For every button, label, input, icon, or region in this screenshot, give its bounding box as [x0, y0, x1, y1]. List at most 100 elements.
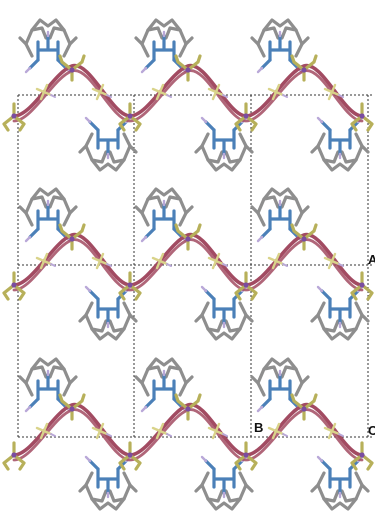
axis-label-a: A: [368, 252, 375, 267]
bridge-link: [207, 252, 225, 270]
ligand-molecule: [134, 357, 194, 413]
chain-strand: [12, 233, 364, 287]
carbon-arm: [134, 36, 194, 46]
hydrogen-atom: [50, 94, 56, 98]
metal-atom: [127, 452, 133, 458]
metal-atom: [69, 67, 75, 73]
polymer-chain: [2, 223, 374, 301]
hydrogen-atom: [338, 433, 344, 437]
polymer-chain: [2, 393, 374, 471]
metal-atom: [185, 236, 191, 242]
carbon-arm: [310, 313, 370, 323]
nitrogen-core: [328, 467, 352, 495]
bridge-link: [91, 422, 109, 440]
nitrogen-core: [96, 297, 120, 325]
carbon-arm: [78, 483, 138, 493]
hydrogen-atom: [338, 263, 344, 267]
hydrogen-atom: [106, 263, 112, 267]
bridge-link: [207, 422, 225, 440]
bridge-link: [267, 422, 285, 440]
ligand-molecule: [134, 187, 194, 243]
metal-atom: [185, 67, 191, 73]
ligand-molecule: [250, 357, 310, 413]
bridge-link: [323, 422, 341, 440]
ligand-molecule: [78, 285, 138, 341]
carbon-arm: [310, 483, 370, 493]
metal-atom: [301, 236, 307, 242]
hydrogen-atom: [222, 433, 228, 437]
bridge-link: [35, 252, 53, 270]
metal-atom: [243, 282, 249, 288]
carbon-bridge: [30, 187, 66, 201]
hydrogen-atom: [50, 433, 56, 437]
carbon-bridge: [322, 327, 358, 341]
hydrogen-atom: [50, 263, 56, 267]
bridge-link: [323, 83, 341, 101]
carbon-bridge: [30, 357, 66, 371]
ligand-molecule: [18, 357, 78, 413]
carbon-bridge: [206, 497, 242, 511]
carbon-bridge: [30, 18, 66, 32]
carbon-bridge: [262, 357, 298, 371]
carbon-bridge: [322, 158, 358, 172]
hydrogen-atom: [282, 94, 288, 98]
ligand-molecule: [250, 18, 310, 74]
metal-atom: [11, 113, 17, 119]
bridge-link: [323, 252, 341, 270]
carbon-arm: [250, 36, 310, 46]
bridge-link: [35, 83, 53, 101]
nitrogen-core: [328, 128, 352, 156]
metal-atom: [301, 67, 307, 73]
ligand-molecule: [134, 18, 194, 74]
ligand-molecule: [310, 116, 370, 172]
nitrogen-core: [152, 34, 176, 62]
metal-atom: [243, 452, 249, 458]
carbon-arm: [18, 36, 78, 46]
carbon-arm: [78, 313, 138, 323]
nitrogen-core: [328, 297, 352, 325]
carbon-arm: [310, 144, 370, 154]
ligand-molecule: [18, 18, 78, 74]
nitrogen-core: [212, 128, 236, 156]
carbon-arm: [134, 375, 194, 385]
ligand-molecule: [310, 285, 370, 341]
ligand-molecule: [194, 455, 254, 511]
nitrogen-core: [96, 467, 120, 495]
nitrogen-core: [36, 373, 60, 401]
polymer-chain-layer: [2, 54, 374, 471]
carbon-arm: [194, 144, 254, 154]
carbon-bridge: [90, 327, 126, 341]
hydrogen-atom: [282, 433, 288, 437]
carbon-arm: [250, 205, 310, 215]
carbon-bridge: [146, 18, 182, 32]
hydrogen-atom: [282, 263, 288, 267]
hydrogen-atom: [106, 94, 112, 98]
axis-label-b: B: [254, 420, 264, 435]
carbon-bridge: [146, 357, 182, 371]
nitrogen-core: [36, 203, 60, 231]
carbon-arm: [250, 375, 310, 385]
hydrogen-atom: [222, 94, 228, 98]
nitrogen-core: [36, 34, 60, 62]
nitrogen-core: [268, 373, 292, 401]
hydrogen-atom: [106, 433, 112, 437]
bridge-link: [91, 83, 109, 101]
bridge-link: [207, 83, 225, 101]
metal-atom: [359, 113, 365, 119]
carbon-arm: [18, 375, 78, 385]
metal-atom: [185, 406, 191, 412]
nitrogen-core: [212, 297, 236, 325]
ligand-molecule: [194, 285, 254, 341]
nitrogen-core: [212, 467, 236, 495]
metal-atom: [69, 406, 75, 412]
chain-strand: [12, 403, 364, 457]
metal-atom: [127, 113, 133, 119]
ligand-molecule: [78, 116, 138, 172]
carbon-arm: [194, 313, 254, 323]
carbon-arm: [194, 483, 254, 493]
carbon-arm: [78, 144, 138, 154]
carbon-arm: [134, 205, 194, 215]
nitrogen-core: [96, 128, 120, 156]
carbon-arm: [18, 205, 78, 215]
